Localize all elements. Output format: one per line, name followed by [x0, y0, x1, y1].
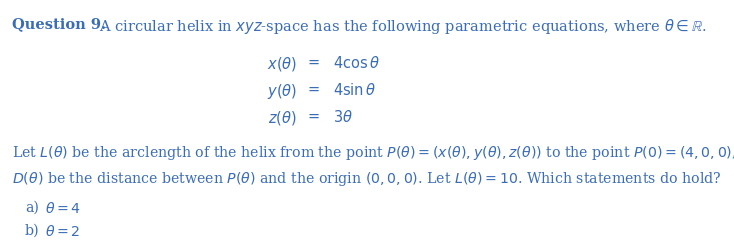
Text: b): b): [25, 224, 40, 238]
Text: Question 9.: Question 9.: [12, 17, 106, 31]
Text: $y(\theta)$: $y(\theta)$: [267, 82, 297, 101]
Text: $=$: $=$: [305, 109, 321, 123]
Text: $=$: $=$: [305, 55, 321, 69]
Text: $x(\theta)$: $x(\theta)$: [267, 55, 297, 73]
Text: $D(\theta)$ be the distance between $P(\theta)$ and the origin $(0, 0, 0)$. Let : $D(\theta)$ be the distance between $P(\…: [12, 170, 722, 188]
Text: $4\sin\theta$: $4\sin\theta$: [333, 82, 377, 98]
Text: $=$: $=$: [305, 82, 321, 96]
Text: A circular helix in $xyz$-space has the following parametric equations, where $\: A circular helix in $xyz$-space has the …: [99, 17, 707, 36]
Text: a): a): [25, 201, 39, 215]
Text: $\theta = 4$: $\theta = 4$: [45, 201, 81, 216]
Text: Let $L(\theta)$ be the arclength of the helix from the point $P(\theta) = (x(\th: Let $L(\theta)$ be the arclength of the …: [12, 144, 734, 162]
Text: $3\theta$: $3\theta$: [333, 109, 353, 125]
Text: $z(\theta)$: $z(\theta)$: [268, 109, 297, 127]
Text: $4\cos\theta$: $4\cos\theta$: [333, 55, 380, 71]
Text: $\theta = 2$: $\theta = 2$: [45, 224, 81, 239]
